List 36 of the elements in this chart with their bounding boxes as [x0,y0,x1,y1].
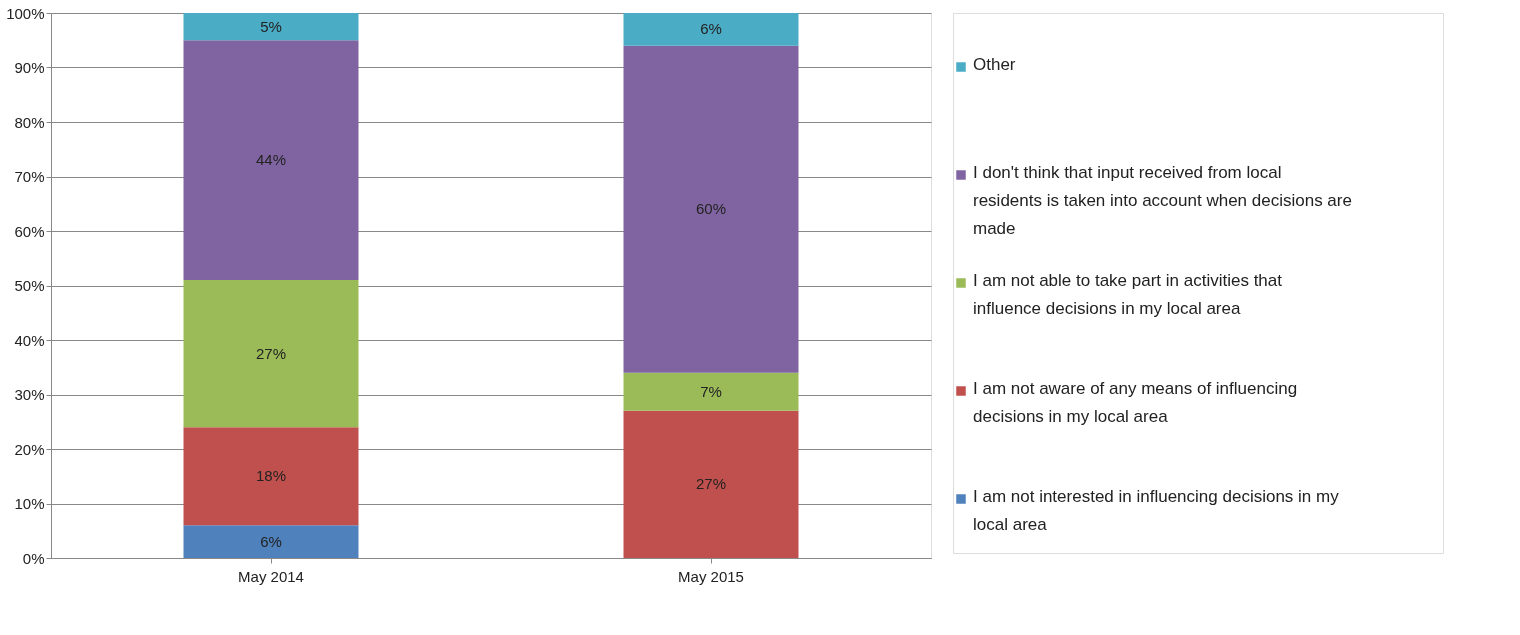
bar [183,427,359,526]
data-label: 5% [260,17,282,35]
y-tick-label: 20% [14,440,45,458]
y-tick-label: 10% [14,495,45,512]
legend-label: I am not interested in influencing decisions in my local area [973,487,1340,534]
y-tick-label: 0% [22,549,45,567]
bar [623,372,799,411]
bar [183,280,359,428]
bar [623,13,799,46]
x-tick-label: May 2015 [678,567,744,585]
y-tick-label: 50% [14,277,45,294]
data-label: 60% [695,200,727,218]
data-label: 27% [695,475,727,493]
y-tick-label: 40% [14,331,45,349]
legend-label: I am not aware of any means of influencing decisions in my local area [973,379,1298,426]
y-tick-label: 100% [6,4,45,22]
bar [183,525,359,558]
data-label: 6% [700,20,722,38]
y-tick-label: 90% [14,59,45,76]
data-label: 18% [255,467,287,485]
x-tick-label: May 2014 [238,567,304,585]
y-tick-label: 60% [14,222,45,240]
bar [623,410,799,558]
data-label: 27% [255,344,287,362]
bar [183,13,359,41]
bar [183,40,359,281]
data-label: 7% [700,382,722,400]
legend-label: I am not able to take part in activities that influence decisions in my local area [973,271,1283,318]
y-tick-label: 70% [14,168,45,185]
y-tick-label: 80% [14,113,45,131]
legend-label: Other [973,55,1016,74]
legend-label: I don't think that input received from local residents is taken into account when decisions are made [973,163,1352,238]
bar [623,45,799,373]
data-label: 44% [255,151,287,169]
data-label: 6% [260,532,282,550]
y-tick-label: 30% [14,386,45,403]
